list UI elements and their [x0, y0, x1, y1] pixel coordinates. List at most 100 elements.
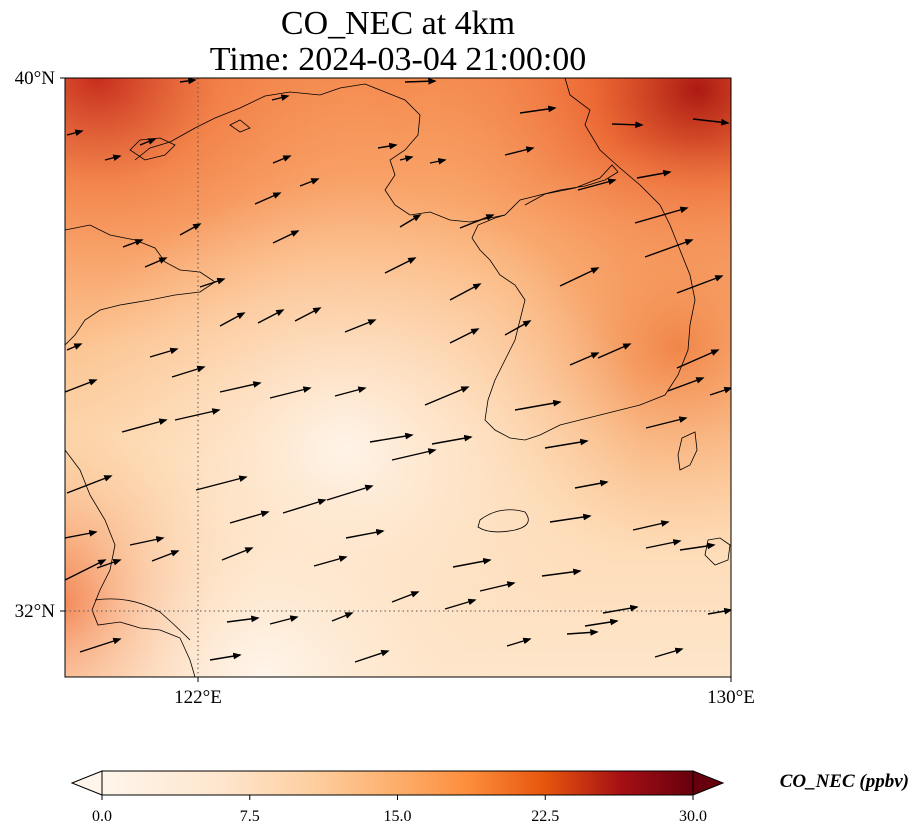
- wind-arrow: [271, 94, 290, 101]
- wind-arrow: [514, 399, 562, 411]
- wind-vectors: [65, 78, 731, 663]
- wind-arrow: [597, 343, 632, 359]
- wind-arrow: [331, 612, 354, 622]
- wind-arrow: [707, 607, 731, 615]
- wind-arrow: [219, 381, 262, 393]
- wind-arrow: [179, 78, 197, 85]
- wind-arrow: [254, 192, 282, 205]
- wind-arrow: [569, 352, 600, 366]
- wind-arrow: [257, 309, 285, 324]
- wind-arrow: [541, 568, 582, 577]
- wind-arrow: [634, 206, 689, 224]
- wind-arrow: [549, 513, 592, 523]
- wind-arrow: [676, 349, 720, 369]
- wind-arrow: [404, 78, 437, 85]
- wind-arrow: [209, 652, 242, 661]
- wind-arrow: [645, 416, 688, 429]
- wind-arrow: [399, 155, 414, 162]
- wind-arrow: [121, 418, 168, 433]
- wind-arrow: [65, 559, 107, 581]
- wind-arrow: [195, 475, 248, 491]
- colorbar-extend-max: [692, 770, 725, 796]
- wind-arrow: [272, 155, 292, 164]
- wind-arrow: [452, 557, 492, 568]
- wind-arrow: [429, 158, 447, 165]
- wind-arrow: [369, 432, 414, 443]
- wind-arrow: [104, 154, 122, 161]
- wind-arrow: [66, 475, 113, 494]
- lon-tick-label: 130°E: [707, 687, 755, 708]
- wind-arrow: [122, 239, 144, 248]
- wind-arrow: [344, 319, 377, 333]
- colorbar-gradient: [101, 770, 694, 796]
- colorbar-tick-label: 7.5: [240, 808, 260, 825]
- wind-arrow: [66, 343, 83, 351]
- wind-arrow: [299, 178, 320, 187]
- wind-arrow: [566, 629, 599, 636]
- wind-arrow: [65, 529, 98, 539]
- wind-arrow: [636, 169, 672, 179]
- wind-arrow: [129, 536, 165, 546]
- gridlines: [65, 78, 731, 677]
- wind-arrow: [449, 328, 480, 344]
- wind-arrow: [676, 275, 724, 294]
- wind-arrow: [504, 146, 535, 156]
- wind-arrow: [79, 637, 122, 653]
- wind-arrow: [171, 365, 206, 378]
- wind-arrow: [282, 498, 327, 514]
- wind-arrow: [313, 555, 348, 567]
- wind-arrow: [354, 649, 390, 663]
- colorbar-label: CO_NEC (ppbv): [780, 771, 909, 792]
- wind-arrow: [444, 598, 477, 610]
- wind-arrow: [65, 379, 98, 393]
- wind-arrow: [602, 604, 639, 614]
- wind-arrow: [144, 257, 168, 268]
- wind-arrow: [269, 386, 312, 399]
- wind-arrow: [709, 386, 731, 396]
- colorbar-tick-label: 30.0: [679, 808, 707, 825]
- lon-axis: 122°E 130°E: [174, 677, 755, 708]
- wind-arrow: [391, 448, 437, 461]
- wind-arrow: [377, 142, 398, 150]
- wind-arrow: [519, 105, 557, 114]
- wind-arrow: [272, 230, 300, 244]
- wind-arrow: [384, 257, 417, 274]
- wind-arrow: [66, 129, 84, 136]
- wind-arrow: [611, 121, 644, 129]
- wind-arrow: [431, 434, 473, 445]
- wind-arrow: [399, 214, 422, 228]
- colorbar-tick-label: 0.0: [92, 808, 112, 825]
- wind-arrow: [326, 484, 374, 501]
- wind-arrow: [449, 283, 482, 301]
- lat-tick-label: 32°N: [15, 601, 56, 622]
- wind-arrow: [459, 214, 495, 229]
- wind-arrow: [334, 386, 367, 397]
- colorbar-tick-label: 15.0: [384, 808, 412, 825]
- wind-arrow: [269, 615, 299, 625]
- wind-arrow: [149, 347, 179, 358]
- wind-arrow: [424, 386, 470, 406]
- wind-arrow: [151, 550, 180, 562]
- wind-arrow: [391, 591, 420, 603]
- wind-arrow: [229, 510, 270, 524]
- colorbar: 0.0 7.5 15.0 22.5 30.0 CO_NEC (ppbv): [70, 770, 909, 825]
- wind-arrow: [221, 547, 254, 561]
- wind-arrow: [584, 618, 619, 627]
- wind-arrow: [226, 615, 260, 623]
- wind-arrow: [199, 277, 226, 288]
- colorbar-extend-min: [70, 770, 103, 796]
- wind-arrow: [219, 312, 246, 327]
- wind-arrow: [294, 307, 322, 322]
- wind-arrow: [654, 647, 684, 658]
- coastlines: [65, 78, 731, 677]
- wind-arrow: [96, 559, 122, 569]
- wind-arrow: [679, 542, 716, 551]
- lat-tick-label: 40°N: [15, 68, 56, 89]
- map-title-line2: Time: 2024-03-04 21:00:00: [209, 41, 587, 78]
- wind-arrow: [174, 408, 221, 421]
- wind-arrow: [692, 118, 730, 126]
- lon-tick-label: 122°E: [174, 687, 222, 708]
- colorbar-tick-label: 22.5: [531, 808, 559, 825]
- wind-arrow: [632, 520, 670, 531]
- wind-arrow: [506, 637, 532, 647]
